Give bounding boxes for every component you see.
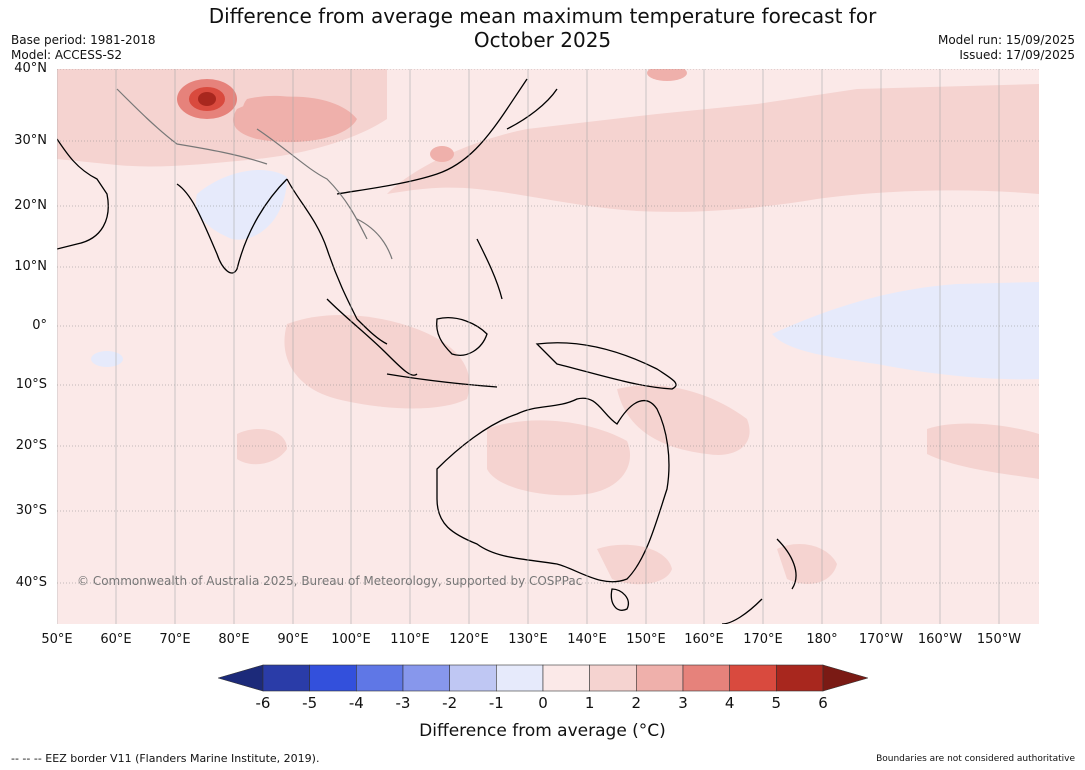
title-line-1: Difference from average mean maximum tem… [208,4,877,28]
colorbar-segment [589,664,637,692]
colorbar-segment [262,664,310,692]
lat-label-0: 0° [32,318,47,333]
coastlines [57,78,797,624]
model-name: Model: ACCESS-S2 [11,48,123,62]
colorbar-tick-label: 4 [724,694,735,712]
borders [116,88,393,260]
colorbar-segment [636,664,684,692]
colorbar-tick-label: -1 [488,694,504,712]
anomaly-region-north-pacific [387,84,1039,212]
lon-label-180: 180° [806,632,838,647]
colorbar-tick-label: -4 [348,694,364,712]
lon-label-130e: 130°E [508,632,548,647]
lat-label-30n: 30°N [14,133,47,148]
lat-label-30s: 30°S [15,503,47,518]
title-line-2: October 2025 [473,28,612,52]
anomaly-spot-north-pacific [647,69,687,81]
colorbar-segment [402,664,450,692]
colorbar-tick-label: 1 [584,694,595,712]
lat-label-40n: 40°N [14,61,47,76]
lon-label-110e: 110°E [390,632,430,647]
coast-java [386,373,498,388]
colorbar-tick-label: -2 [442,694,458,712]
anomaly-region-north [57,69,387,167]
lat-label-20n: 20°N [14,198,47,213]
colorbar [218,664,868,692]
anomaly-region-tibet [242,95,352,136]
lon-label-170e: 170°E [743,632,783,647]
colorbar-tick-label: 2 [631,694,642,712]
lon-label-160w: 160°W [917,632,963,647]
lon-label-170w: 170°W [858,632,904,647]
lat-label-20s: 20°S [15,438,47,453]
anomaly-region-australia [487,420,631,496]
anomaly-region-se [927,423,1039,479]
model-run: Model run: 15/09/2025 [937,33,1075,47]
eez-legend-note: -- -- -- EEZ border V11 (Flanders Marine… [11,752,320,765]
anomaly-hotspot-core [198,92,216,106]
anomaly-region-west-ocean [237,429,287,465]
lon-label-70e: 70°E [159,632,191,647]
anomaly-spot-cool-west [91,351,123,367]
lat-label-10s: 10°S [15,377,47,392]
lon-label-120e: 120°E [449,632,489,647]
boundaries-disclaimer: Boundaries are not considered authoritat… [876,754,1075,764]
lon-label-50e: 50°E [41,632,73,647]
colorbar-segment [542,664,590,692]
base-period: Base period: 1981-2018 [11,33,156,47]
lon-label-140e: 140°E [567,632,607,647]
colorbar-tick-label: 0 [538,694,548,712]
coast-australia [436,397,670,583]
colorbar-segment [309,664,357,692]
colorbar-segment [449,664,497,692]
coast-philippines [476,238,503,300]
colorbar-tick-label: 6 [818,694,828,712]
anomaly-region-india-cool [196,170,287,240]
lon-label-60e: 60°E [100,632,132,647]
map-panel [57,69,1039,624]
lat-label-40s: 40°S [15,575,47,590]
colorbar-segment [682,664,730,692]
colorbar-label: Difference from average (°C) [419,721,666,741]
meta-right: Model run: 15/09/2025 Issued: 17/09/2025 [938,33,1075,63]
colorbar-tick-label: -6 [255,694,271,712]
meta-left: Base period: 1981-2018 Model: ACCESS-S2 [11,33,156,63]
lon-label-80e: 80°E [218,632,250,647]
coast-new-guinea [535,342,677,390]
anomaly-region-tasman [597,544,672,585]
coast-indochina [286,178,388,345]
colorbar-tick-label: -3 [395,694,411,712]
coast-japan [506,88,558,130]
colorbar-tick-label: 3 [678,694,688,712]
map-title: Difference from average mean maximum tem… [0,4,1085,52]
colorbar-segment [729,664,777,692]
map-canvas [57,69,1039,624]
lon-label-90e: 90°E [277,632,309,647]
coast-india [176,178,288,274]
coast-borneo [436,317,488,356]
coast-new-zealand [721,538,797,624]
issued-date: Issued: 17/09/2025 [959,48,1075,62]
lat-label-10n: 10°N [14,259,47,274]
colorbar-segment [776,664,824,692]
graticule-lon [57,69,1000,624]
lon-label-160e: 160°E [684,632,724,647]
colorbar-extend-high [822,664,868,692]
coast-arabia [57,138,109,250]
copyright-notice: © Commonwealth of Australia 2025, Bureau… [77,574,583,588]
lon-label-100e: 100°E [331,632,371,647]
lon-label-150w: 150°W [976,632,1022,647]
colorbar-extend-low [218,664,264,692]
anomaly-region-pacific-cool [772,282,1039,380]
colorbar-tick-label: 5 [771,694,782,712]
coast-tasmania [610,588,629,611]
lon-label-150e: 150°E [626,632,666,647]
colorbar-segment [496,664,544,692]
colorbar-tick-label: -5 [302,694,318,712]
anomaly-spot-south-china [430,146,454,162]
colorbar-segment [356,664,404,692]
coast-china [336,78,528,195]
